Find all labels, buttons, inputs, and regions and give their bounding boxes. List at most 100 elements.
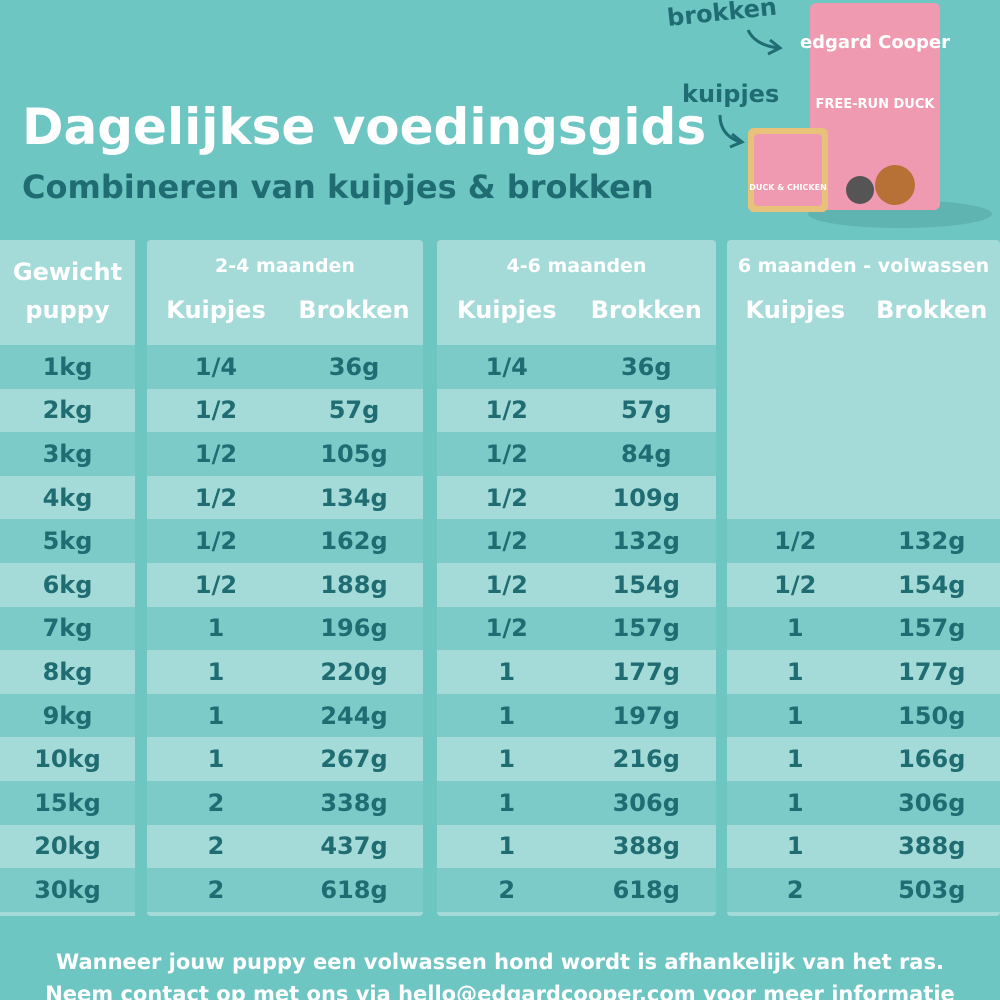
row-band <box>437 781 716 825</box>
row-band <box>727 606 1000 651</box>
kuipjes-cell: 2 <box>207 832 225 861</box>
row-band <box>147 868 423 912</box>
row-band <box>727 519 1000 563</box>
brokken-cell: 84g <box>620 439 672 468</box>
kuipjes-cell: 1/2 <box>485 570 528 599</box>
weight-cell: 2kg <box>42 396 93 425</box>
row-band <box>727 345 1000 389</box>
row-band <box>727 388 1000 433</box>
weight-cell: 3kg <box>42 439 93 468</box>
row-band <box>147 737 423 781</box>
row-band <box>727 824 1000 869</box>
row-band <box>437 432 716 476</box>
kuipjes-cell: 1 <box>207 614 225 643</box>
product-name: FREE-RUN DUCK <box>816 97 936 112</box>
row-band <box>437 650 716 694</box>
title: Dagelijkse voedingsgids <box>22 98 707 156</box>
kuipjes-cell: 1/2 <box>194 570 238 599</box>
row-band <box>727 563 1000 607</box>
row-band <box>0 781 135 825</box>
row-band <box>437 345 716 389</box>
label-dry: brokken <box>666 0 778 32</box>
kuipjes-cell: 1/2 <box>485 396 528 425</box>
brokken-cell: 306g <box>898 788 966 817</box>
kuipjes-cell: 1 <box>207 745 225 774</box>
brokken-cell: 618g <box>612 875 680 904</box>
kuipjes-cell: 1/2 <box>485 483 528 512</box>
weight-cell: 5kg <box>42 527 93 556</box>
row-band <box>147 781 423 825</box>
brokken-cell: 437g <box>320 832 388 861</box>
brokken-cell: 154g <box>612 570 680 599</box>
row-band <box>437 606 716 651</box>
kuipjes-cell: 1 <box>786 657 804 686</box>
row-band <box>437 475 716 520</box>
brokken-cell: 197g <box>612 701 680 730</box>
brokken-cell: 220g <box>320 657 388 686</box>
group-title: 6 maanden - volwassen <box>737 255 990 277</box>
subtitle: Combineren van kuipjes & brokken <box>22 168 654 206</box>
row-band <box>0 432 135 476</box>
tray-name: DUCK & CHICKEN <box>749 183 827 192</box>
weight-cell: 1kg <box>42 352 93 381</box>
brokken-cell: 162g <box>320 527 388 556</box>
footer-line: Wanneer jouw puppy een volwassen hond wo… <box>56 950 944 974</box>
row-band <box>0 519 135 563</box>
brokken-cell: 244g <box>320 701 388 730</box>
kuipjes-cell: 1 <box>498 788 516 817</box>
brokken-cell: 157g <box>612 614 680 643</box>
weight-header: Gewicht <box>12 258 123 286</box>
kuipjes-cell: 1/2 <box>194 483 238 512</box>
kuipjes-cell: 1/4 <box>194 352 238 381</box>
row-band <box>0 606 135 651</box>
kuipjes-cell: 1/2 <box>194 396 238 425</box>
brokken-cell: 618g <box>320 875 388 904</box>
kuipjes-cell: 1 <box>786 745 804 774</box>
kuipjes-cell: 1 <box>207 701 225 730</box>
row-band <box>147 388 423 433</box>
row-band <box>437 737 716 781</box>
row-band <box>727 737 1000 781</box>
kuipjes-cell: 1/2 <box>485 614 528 643</box>
brokken-cell: 105g <box>320 439 388 468</box>
weight-header: puppy <box>25 296 110 324</box>
row-band <box>147 606 423 651</box>
row-band <box>147 563 423 607</box>
brokken-cell: 132g <box>612 527 680 556</box>
brokken-cell: 157g <box>898 614 966 643</box>
kuipjes-cell: 1/2 <box>774 527 817 556</box>
kuipjes-cell: 1 <box>786 701 804 730</box>
brokken-cell: 36g <box>328 352 380 381</box>
group-title: 2-4 maanden <box>215 255 355 277</box>
brokken-cell: 132g <box>898 527 966 556</box>
row-band <box>0 737 135 781</box>
row-band <box>437 693 716 738</box>
row-band <box>437 563 716 607</box>
weight-cell: 30kg <box>34 875 101 904</box>
row-band <box>147 693 423 738</box>
row-band <box>437 868 716 912</box>
row-band <box>727 650 1000 694</box>
weight-cell: 6kg <box>42 570 93 599</box>
brokken-cell: 134g <box>320 483 388 512</box>
weight-cell: 8kg <box>42 657 93 686</box>
weight-cell: 15kg <box>34 788 101 817</box>
brokken-cell: 150g <box>898 701 966 730</box>
row-band <box>0 388 135 433</box>
label-wet: kuipjes <box>682 80 779 108</box>
column-header: Brokken <box>876 296 988 324</box>
kuipjes-cell: 1 <box>498 657 516 686</box>
row-band <box>727 475 1000 520</box>
brokken-cell: 503g <box>898 875 966 904</box>
row-band <box>437 519 716 563</box>
footer-line: Neem contact op met ons via hello@edgard… <box>45 982 955 1000</box>
kuipjes-cell: 1 <box>498 832 516 861</box>
brokken-cell: 388g <box>612 832 680 861</box>
kuipjes-cell: 1/2 <box>485 527 528 556</box>
row-band <box>437 388 716 433</box>
brokken-cell: 338g <box>320 788 388 817</box>
row-band <box>727 693 1000 738</box>
row-band <box>0 693 135 738</box>
brokken-cell: 267g <box>320 745 388 774</box>
weight-cell: 20kg <box>34 832 101 861</box>
